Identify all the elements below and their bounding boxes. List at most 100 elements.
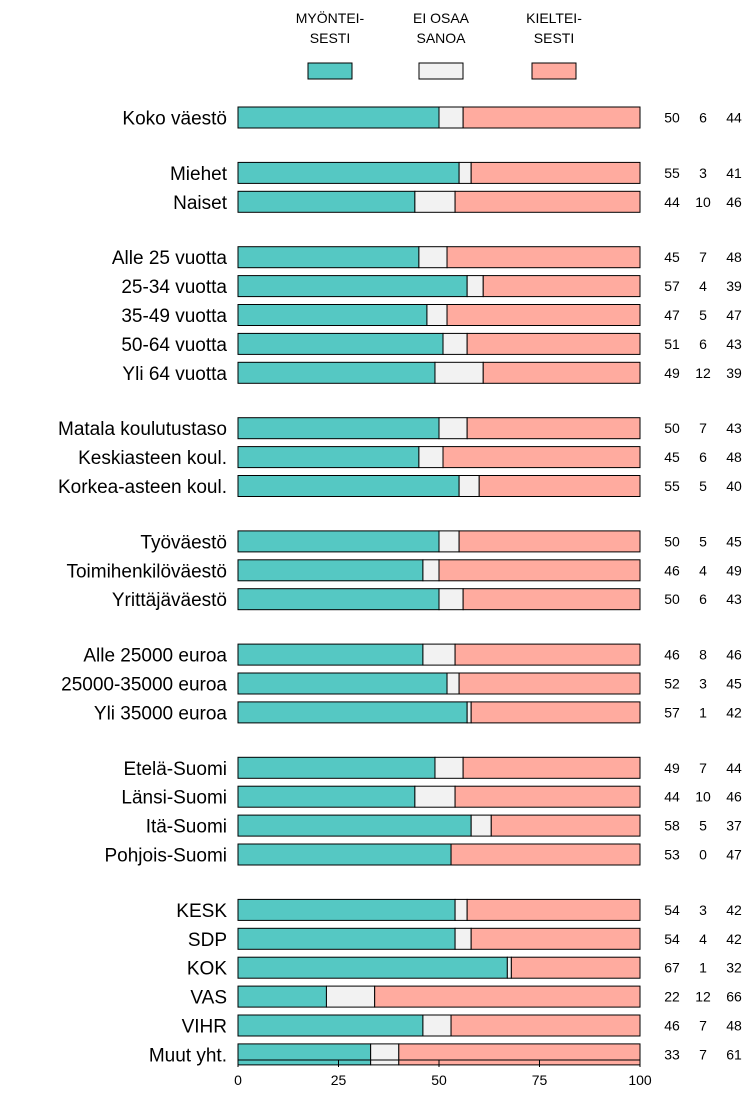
value-label-1: 46 — [664, 562, 680, 578]
bar-segment-3 — [374, 985, 641, 1008]
bar-segment-3 — [450, 1014, 641, 1037]
value-label-1: 33 — [664, 1046, 680, 1062]
category-label: 25-34 vuotta — [121, 277, 227, 298]
bar-segment-2 — [434, 361, 484, 384]
bar-segment-2 — [434, 756, 464, 779]
bar-segment-2 — [325, 985, 376, 1008]
value-label-1: 22 — [664, 989, 680, 1005]
value-label-3: 66 — [726, 989, 742, 1005]
bar-row: VIHR 46 7 48 — [182, 1014, 742, 1038]
value-label-1: 58 — [664, 818, 680, 834]
bar-row: Yrittäjäväestö 50 6 43 — [112, 588, 742, 611]
bar-segment-2 — [466, 275, 484, 298]
bar-segment-1 — [237, 672, 448, 695]
value-label-1: 55 — [664, 165, 680, 181]
value-label-2: 0 — [699, 847, 707, 863]
bar-segment-1 — [237, 701, 468, 724]
category-label: Matala koulutustaso — [58, 419, 227, 440]
bar-segment-2 — [370, 1043, 400, 1066]
bar-segment-3 — [458, 530, 641, 553]
bar-segment-2 — [422, 1014, 452, 1037]
bar-segment-2 — [418, 446, 444, 469]
bar-row: 50-64 vuotta 51 6 43 — [121, 332, 742, 356]
x-axis: 0 25 50 75 100 — [234, 1059, 652, 1088]
value-label-3: 45 — [726, 533, 742, 549]
value-label-3: 47 — [726, 847, 742, 863]
value-label-2: 3 — [699, 165, 707, 181]
category-label: Alle 25 vuotta — [112, 248, 228, 269]
bar-row: Toimihenkilöväestö 46 4 49 — [66, 559, 742, 582]
value-label-3: 42 — [726, 902, 742, 918]
value-label-2: 5 — [699, 533, 707, 549]
value-label-1: 54 — [664, 931, 680, 947]
bar-row: Keskiasteen koul. 45 6 48 — [78, 446, 742, 469]
bar-segment-3 — [470, 927, 641, 950]
value-label-2: 10 — [695, 789, 711, 805]
value-label-1: 50 — [664, 420, 680, 436]
value-label-1: 44 — [664, 194, 680, 210]
value-label-3: 42 — [726, 704, 742, 720]
bar-segment-2 — [458, 161, 472, 184]
x-tick-label: 100 — [628, 1072, 652, 1088]
x-tick-label: 75 — [532, 1072, 548, 1088]
value-label-3: 45 — [726, 676, 742, 692]
value-label-3: 46 — [726, 647, 742, 663]
legend-label-3: SESTI — [534, 30, 574, 46]
legend-label-1: SESTI — [310, 30, 350, 46]
bar-segment-1 — [237, 785, 416, 808]
value-label-1: 49 — [664, 365, 680, 381]
bar-segment-1 — [237, 530, 440, 553]
bar-segment-3 — [438, 559, 641, 582]
bar-segment-1 — [237, 475, 460, 497]
bar-segment-3 — [482, 361, 641, 384]
bar-row: 35-49 vuotta 47 5 47 — [121, 304, 742, 327]
legend-swatch-1 — [307, 62, 353, 80]
bar-segment-3 — [462, 588, 641, 611]
bar-segment-3 — [466, 898, 641, 921]
bar-segment-2 — [446, 672, 460, 695]
bar-segment-2 — [506, 956, 512, 979]
x-tick-label: 0 — [234, 1072, 242, 1088]
value-label-3: 37 — [726, 818, 742, 834]
value-label-3: 46 — [726, 789, 742, 805]
value-label-2: 5 — [699, 307, 707, 323]
bar-row: Työväestö 50 5 45 — [140, 530, 742, 553]
bar-segment-2 — [470, 814, 492, 837]
bar-segment-1 — [237, 446, 420, 469]
value-label-1: 45 — [664, 449, 680, 465]
legend-swatch-2 — [418, 62, 464, 80]
category-label: VIHR — [182, 1017, 227, 1038]
bar-segment-1 — [237, 275, 468, 298]
value-label-3: 44 — [726, 110, 742, 126]
category-label: Koko väestö — [122, 109, 227, 130]
bar-segment-1 — [237, 756, 436, 779]
value-label-1: 57 — [664, 278, 680, 294]
legend-label-1: MYÖNTEI- — [296, 9, 365, 26]
bar-segment-2 — [442, 332, 468, 355]
bar-segment-2 — [454, 927, 472, 950]
category-label: Työväestö — [140, 532, 227, 553]
bar-row: KOK 67 1 32 — [187, 956, 742, 980]
bar-segment-2 — [466, 701, 472, 724]
bar-row: SDP 54 4 42 — [188, 927, 742, 951]
bar-segment-3 — [466, 332, 641, 355]
value-label-2: 6 — [699, 110, 707, 126]
bar-segment-1 — [237, 106, 440, 129]
bar-segment-1 — [237, 361, 436, 384]
bar-segment-3 — [510, 956, 641, 979]
value-label-1: 57 — [664, 704, 680, 720]
bar-segment-1 — [237, 190, 416, 213]
value-label-1: 67 — [664, 960, 680, 976]
category-label: Itä-Suomi — [146, 817, 227, 838]
bar-row: Alle 25 vuotta 45 7 48 — [112, 246, 742, 269]
bar-segment-2 — [458, 475, 480, 497]
value-label-2: 7 — [699, 249, 707, 265]
bar-row: VAS 22 12 66 — [190, 985, 742, 1009]
bar-segment-2 — [454, 898, 468, 921]
bar-segment-1 — [237, 588, 440, 611]
value-label-3: 46 — [726, 194, 742, 210]
value-label-2: 4 — [699, 562, 707, 578]
value-label-1: 54 — [664, 902, 680, 918]
